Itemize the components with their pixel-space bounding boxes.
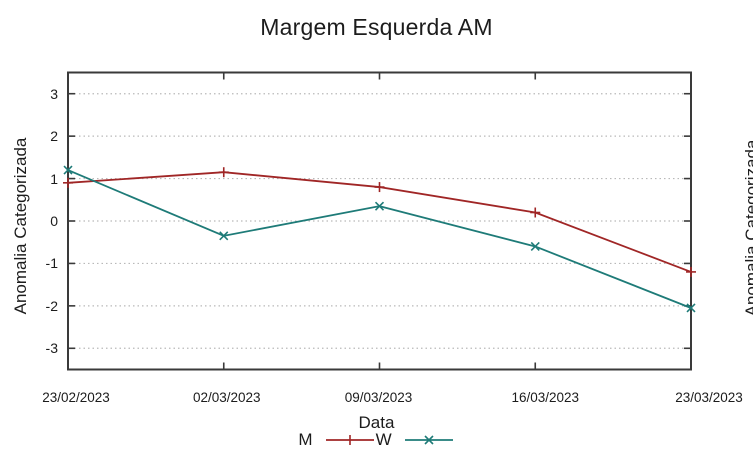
x-axis-label: Data [358,413,395,432]
x-tick-label: 23/03/2023 [675,390,743,405]
y-tick-label: 0 [50,213,58,229]
legend: M W [0,430,753,450]
y-tick-label: -3 [45,340,58,357]
y-tick-label: 3 [50,85,58,102]
legend-sample-line-m [325,435,374,445]
adjacent-chart-y-axis-label-clipped: Anomalia Categorizada [742,139,753,317]
chart-title: Margem Esquerda AM [260,14,493,40]
y-tick-label: -2 [45,297,58,314]
legend-sample-line-w [404,435,453,445]
x-tick-label: 02/03/2023 [192,390,261,405]
y-tick-label: 1 [50,170,58,187]
y-tick-label: -1 [45,255,58,272]
legend-label-m: M [298,430,313,449]
legend-label-w: W [375,430,392,449]
x-tick-label: 23/02/2023 [42,390,110,405]
x-tick-label: 16/03/2023 [511,390,580,405]
x-tick-label: 09/03/2023 [344,390,413,405]
y-tick-label: 2 [50,128,58,145]
